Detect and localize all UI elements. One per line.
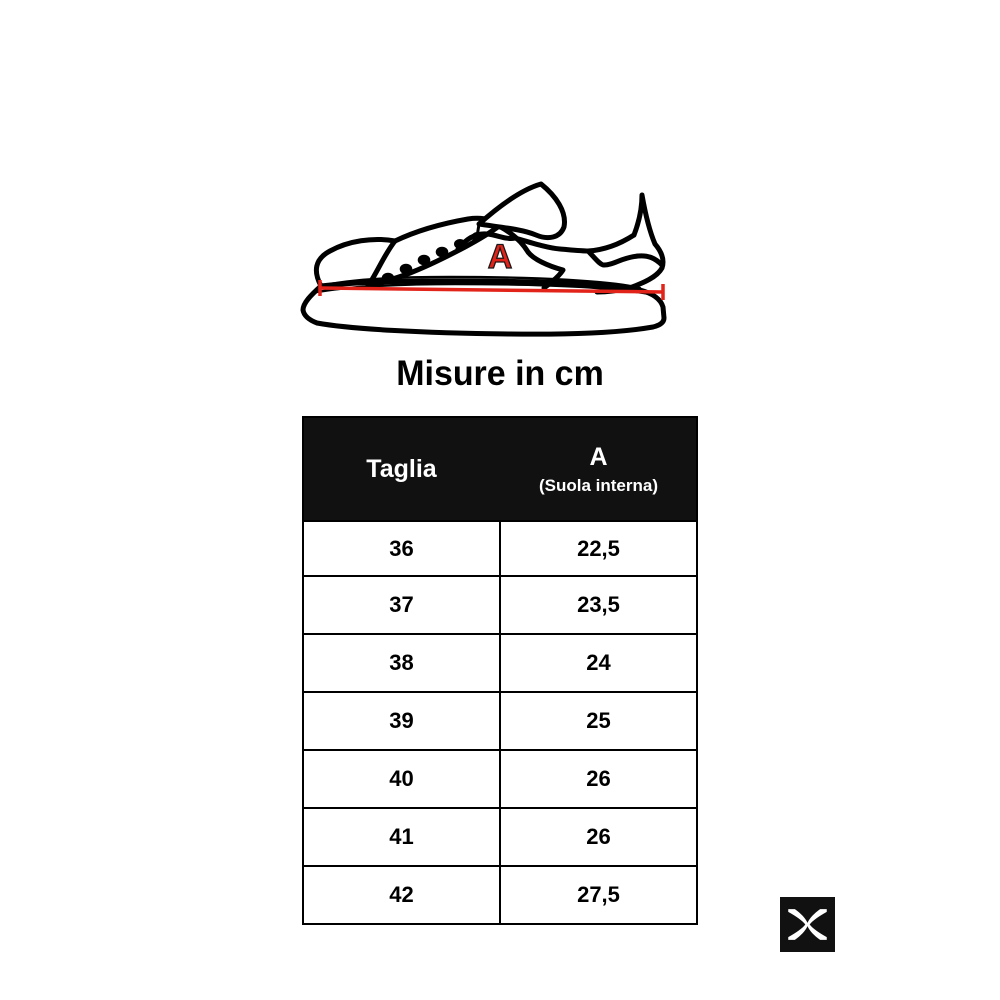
svg-text:A: A bbox=[488, 238, 513, 276]
